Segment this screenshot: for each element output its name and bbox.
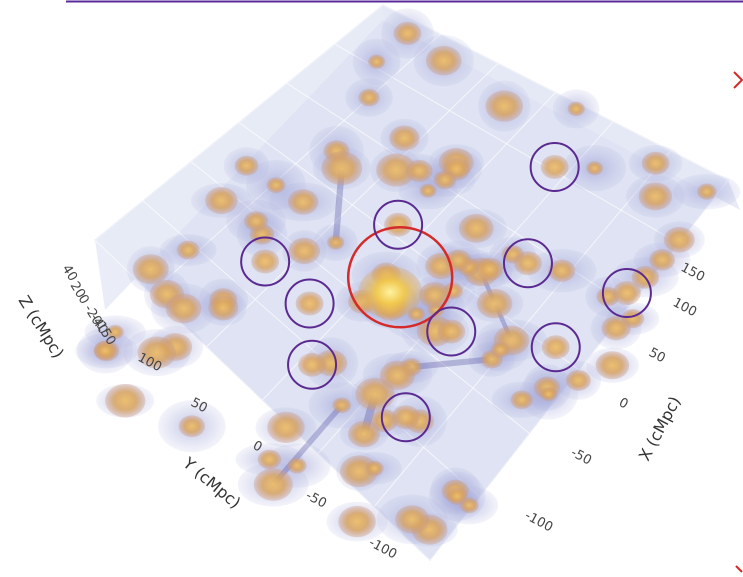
filament (408, 356, 495, 371)
halo (295, 291, 324, 316)
x-tick: -100 (522, 508, 555, 535)
halo (365, 460, 384, 477)
halo (649, 249, 676, 271)
halos (93, 21, 717, 545)
halo (205, 187, 238, 215)
halo (105, 383, 146, 418)
halo (267, 411, 305, 444)
x-tick: 100 (670, 295, 699, 320)
x-tick: 0 (616, 395, 630, 412)
y-tick: 50 (188, 395, 210, 416)
bright-core (358, 266, 423, 319)
halo (641, 151, 670, 175)
halo (298, 352, 327, 377)
halo (358, 88, 380, 107)
halo (327, 235, 345, 250)
halo (355, 377, 395, 411)
halo (601, 315, 631, 341)
halo (697, 183, 717, 200)
halo (418, 282, 451, 309)
halo (338, 505, 376, 538)
halo (586, 161, 604, 176)
halo (567, 101, 585, 117)
z-tick: 40 (59, 262, 80, 284)
halo (376, 153, 417, 187)
halo (266, 177, 286, 194)
edge-marker-top (733, 71, 743, 89)
halo (419, 183, 437, 198)
halo (244, 211, 269, 232)
z-axis-title: Z (cMpc) (15, 292, 68, 362)
halo (565, 369, 591, 391)
halo (638, 182, 673, 211)
halo (458, 213, 494, 243)
highlight-circles (240, 142, 652, 443)
region-center-lower (426, 306, 477, 357)
x-tick: -50 (568, 445, 594, 468)
halo (541, 335, 570, 360)
halo (437, 319, 466, 344)
halo (459, 497, 479, 514)
region-upper-left (373, 199, 424, 250)
halo (540, 386, 558, 402)
halo (321, 151, 363, 186)
x-tick: 150 (678, 260, 707, 285)
halo (288, 237, 321, 265)
x-axis-title: X (cMpc) (635, 393, 685, 464)
region-right-lower (530, 322, 581, 373)
halo (251, 249, 280, 274)
halo (287, 189, 319, 215)
halo (475, 257, 504, 281)
halo (490, 341, 510, 358)
region-upper-center (529, 142, 580, 192)
halo (257, 449, 282, 470)
halo (137, 336, 177, 369)
halo (384, 212, 413, 237)
halo (368, 54, 386, 69)
halo (540, 155, 569, 179)
halo (425, 45, 462, 76)
halo (106, 324, 124, 340)
halo (93, 341, 117, 361)
halo (612, 281, 641, 305)
halo (176, 240, 200, 260)
edge-marker-bottom (735, 565, 743, 573)
halo (433, 170, 457, 190)
halo (348, 420, 381, 448)
y-tick: -50 (303, 488, 329, 511)
halo (253, 468, 293, 501)
halo (332, 397, 352, 414)
central-bright-region (346, 226, 454, 329)
halo (476, 288, 513, 319)
halo (513, 251, 542, 276)
halo (595, 351, 630, 380)
halo (548, 259, 576, 282)
region-right (601, 268, 652, 318)
halo (391, 405, 420, 430)
halo (178, 415, 205, 438)
halo (395, 505, 430, 534)
region-right-upper (502, 238, 553, 289)
halo (132, 254, 169, 285)
halo (208, 295, 239, 321)
region-bottom-right (380, 392, 431, 443)
halo (663, 226, 695, 253)
halo (510, 390, 533, 410)
halo (393, 21, 422, 46)
halo (370, 409, 398, 433)
halo (389, 125, 420, 151)
z-tick: 20 (67, 279, 88, 301)
x-tick: 50 (646, 345, 668, 366)
region-left (240, 236, 291, 287)
halo (405, 159, 433, 183)
halo (234, 155, 259, 176)
y-axis-title: Y (cMpc) (179, 453, 245, 512)
halo (485, 90, 524, 122)
region-bottom (287, 339, 338, 390)
halo (165, 293, 202, 324)
halo (287, 457, 307, 474)
region-left-lower (284, 278, 335, 329)
